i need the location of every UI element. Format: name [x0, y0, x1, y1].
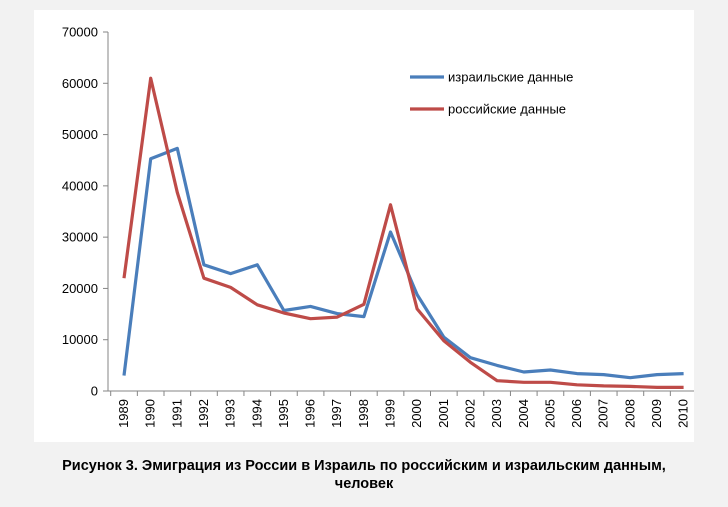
x-tick-label: 2000: [409, 399, 424, 428]
x-tick-label: 1990: [143, 399, 158, 428]
y-tick-label: 40000: [62, 178, 98, 193]
x-tick-label: 2002: [462, 399, 477, 428]
y-tick-label: 50000: [62, 127, 98, 142]
y-tick-label: 10000: [62, 332, 98, 347]
x-tick-label: 2001: [436, 399, 451, 428]
figure-caption: Рисунок 3. Эмиграция из России в Израиль…: [0, 457, 728, 493]
x-axis: 1989 1990 1991 1992 1993 1994 1995 1996 1997 1998…: [108, 390, 694, 428]
x-tick-label: 2010: [676, 399, 691, 428]
y-tick-label: 70000: [62, 25, 98, 40]
x-tick-label: 2003: [489, 399, 504, 428]
x-tick-label: 2009: [649, 399, 664, 428]
x-tick-label: 1995: [276, 399, 291, 428]
x-tick-label: 1996: [303, 399, 318, 428]
y-tick-label: 0: [91, 384, 98, 399]
line-chart: 0 10000 20000 30000 40000 50000 60000 70000 198…: [62, 25, 694, 428]
x-tick-label: 2008: [622, 399, 637, 428]
caption-line-2: человек: [334, 476, 394, 492]
y-tick-label: 30000: [62, 230, 98, 245]
caption-line-1: Рисунок 3. Эмиграция из России в Израиль…: [62, 458, 666, 474]
x-tick-label: 2005: [542, 399, 557, 428]
x-tick-label: 2004: [516, 399, 531, 428]
series-lines: [122, 76, 684, 389]
x-tick-label: 2006: [569, 399, 584, 428]
legend-label-1: израильские данные: [448, 70, 573, 85]
chart-panel: 0 10000 20000 30000 40000 50000 60000 70000 198…: [34, 10, 694, 442]
x-tick-label: 1994: [249, 399, 264, 428]
x-tick-label: 1997: [329, 399, 344, 428]
x-tick-label: 1993: [223, 399, 238, 428]
series-line-2: [122, 76, 684, 389]
x-tick-label: 1992: [196, 399, 211, 428]
x-tick-label: 1998: [356, 399, 371, 428]
x-tick-label: 2007: [596, 399, 611, 428]
y-axis: 0 10000 20000 30000 40000 50000 60000 70000: [62, 25, 109, 399]
x-tick-label: 1989: [116, 399, 131, 428]
x-tick-label: 1999: [383, 399, 398, 428]
legend: израильские данные российские данные: [410, 70, 573, 117]
legend-label-2: российские данные: [448, 102, 566, 117]
y-tick-label: 60000: [62, 76, 98, 91]
x-tick-label: 1991: [169, 399, 184, 428]
y-tick-label: 20000: [62, 281, 98, 296]
